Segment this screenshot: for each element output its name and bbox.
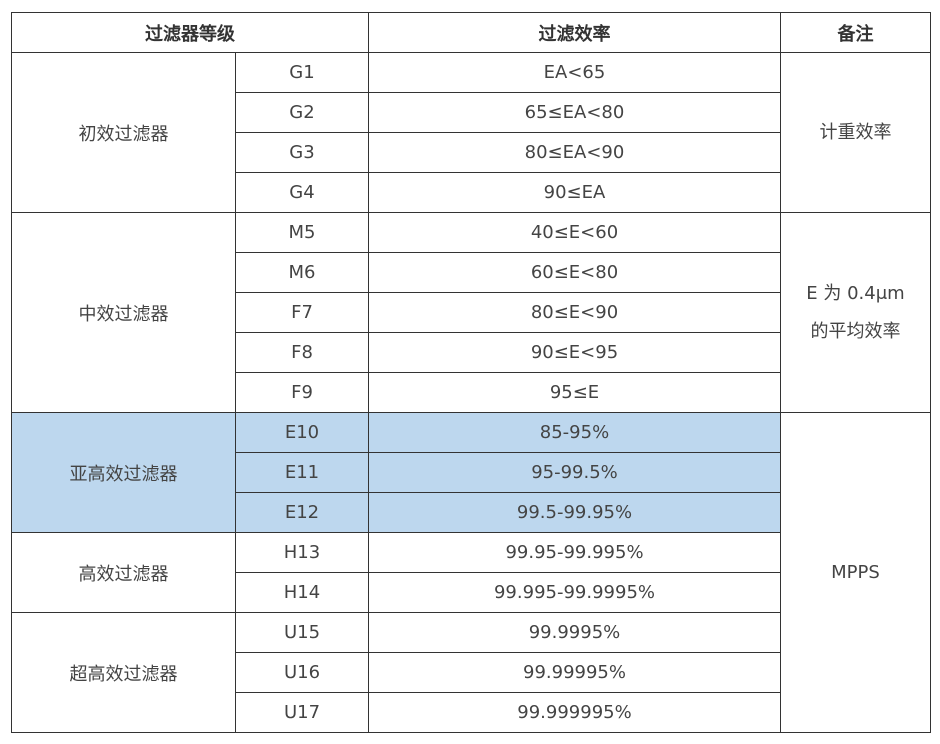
grade-cell: H14: [235, 572, 369, 613]
table-row: G3 80≤EA<90: [12, 132, 931, 173]
table-row: 超高效过滤器 U15 99.9995%: [11, 612, 931, 733]
header-cell: 备注: [780, 12, 931, 53]
header-cell: 过滤器等级: [11, 12, 369, 53]
table-row: M6 60≤E<80: [12, 252, 931, 293]
group-name-cell: 超高效过滤器: [11, 612, 236, 733]
table-row: F8 90≤E<95: [12, 332, 931, 373]
group-name-cell: 高效过滤器: [11, 532, 236, 613]
efficiency-cell: 80≤EA<90: [368, 132, 781, 173]
table-row: F7 80≤E<90: [12, 292, 931, 333]
grade-cell: M5: [235, 212, 369, 253]
grade-cell: F9: [235, 372, 369, 413]
table-body: 初效过滤器 G1 EA<65 计重效率 G2 65≤EA<80 G3 80≤EA<90 G4 90…: [11, 52, 931, 733]
efficiency-cell: 99.995-99.9995%: [368, 572, 781, 613]
note-cell: 计重效率: [780, 52, 931, 213]
table-row: G4 90≤EA: [12, 172, 931, 213]
filter-table: 过滤器等级 过滤效率 备注 初效过滤器 G1 EA<65 计重效率 G2 65≤EA<80…: [11, 12, 931, 733]
efficiency-cell: 65≤EA<80: [368, 92, 781, 133]
efficiency-cell: 80≤E<90: [368, 292, 781, 333]
grade-cell: M6: [235, 252, 369, 293]
group-name-cell: 亚高效过滤器: [11, 412, 236, 533]
grade-cell: H13: [235, 532, 369, 573]
header-row: 过滤器等级 过滤效率 备注: [11, 12, 931, 53]
grade-cell: G1: [235, 52, 369, 93]
group-name-cell: 初效过滤器: [11, 52, 236, 213]
table-row: E11 95-99.5%: [12, 452, 931, 493]
note-cell: MPPS: [780, 412, 931, 733]
efficiency-cell: 90≤EA: [368, 172, 781, 213]
grade-cell: E11: [235, 452, 369, 493]
note-cell: E 为 0.4μm 的平均效率: [780, 212, 931, 413]
efficiency-cell: 99.95-99.995%: [368, 532, 781, 573]
table-row: H14 99.995-99.9995%: [12, 572, 931, 613]
table-row: 高效过滤器 H13 99.95-99.995%: [11, 532, 931, 613]
efficiency-cell: 60≤E<80: [368, 252, 781, 293]
table-row: 初效过滤器 G1 EA<65 计重效率: [11, 52, 931, 213]
grade-cell: U17: [235, 692, 369, 733]
table-row: 中效过滤器 M5 40≤E<60 E 为 0.4μm 的平均效率: [11, 212, 931, 413]
grade-cell: E12: [235, 492, 369, 533]
grade-cell: F7: [235, 292, 369, 333]
grade-cell: G3: [235, 132, 369, 173]
grade-cell: G4: [235, 172, 369, 213]
group-name-cell: 中效过滤器: [11, 212, 236, 413]
table-row: U17 99.999995%: [12, 692, 931, 733]
efficiency-cell: 90≤E<95: [368, 332, 781, 373]
header-cell: 过滤效率: [368, 12, 781, 53]
table-row: G2 65≤EA<80: [12, 92, 931, 133]
efficiency-cell: 99.9995%: [368, 612, 781, 653]
efficiency-cell: 95≤E: [368, 372, 781, 413]
grade-cell: F8: [235, 332, 369, 373]
efficiency-cell: 99.99995%: [368, 652, 781, 693]
table-row: U16 99.99995%: [12, 652, 931, 693]
efficiency-cell: 95-99.5%: [368, 452, 781, 493]
efficiency-cell: 40≤E<60: [368, 212, 781, 253]
table-row: 亚高效过滤器 E10 85-95% MPPS: [11, 412, 931, 733]
grade-cell: G2: [235, 92, 369, 133]
grade-cell: U16: [235, 652, 369, 693]
efficiency-cell: 99.999995%: [368, 692, 781, 733]
table-row: E12 99.5-99.95%: [12, 492, 931, 533]
table-row: F9 95≤E: [12, 372, 931, 413]
grade-cell: U15: [235, 612, 369, 653]
grade-cell: E10: [235, 412, 369, 453]
efficiency-cell: 85-95%: [368, 412, 781, 453]
efficiency-cell: 99.5-99.95%: [368, 492, 781, 533]
efficiency-cell: EA<65: [368, 52, 781, 93]
